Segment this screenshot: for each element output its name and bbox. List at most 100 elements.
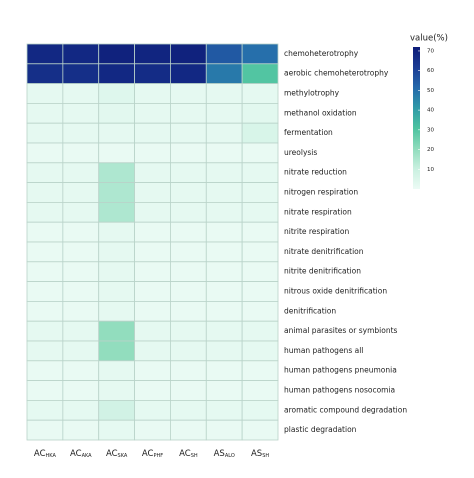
- heatmap-cell: [170, 380, 207, 401]
- heatmap-cell: [62, 182, 100, 203]
- heatmap-cell: [134, 221, 171, 243]
- heatmap-cell: [62, 122, 100, 144]
- heatmap-cell: [205, 63, 243, 84]
- colorbar-tick-label: 60: [427, 68, 434, 74]
- heatmap-cell: [134, 43, 171, 65]
- heatmap-cell: [62, 419, 100, 441]
- row-label: nitrate reduction: [284, 168, 347, 177]
- heatmap-cell: [134, 300, 171, 322]
- heatmap-cell: [26, 241, 64, 263]
- heatmap-cell: [241, 142, 279, 164]
- heatmap-cell: [26, 162, 64, 184]
- heatmap-cell: [170, 261, 207, 282]
- heatmap-cell: [98, 419, 135, 441]
- heatmap-cell: [205, 419, 243, 441]
- colorbar-tick-label: 10: [427, 167, 434, 173]
- heatmap-cell: [98, 261, 135, 282]
- heatmap-cell: [98, 221, 135, 243]
- heatmap-cell: [98, 340, 135, 362]
- colorbar-tick-label: 40: [427, 108, 434, 114]
- heatmap-cell: [98, 142, 135, 164]
- heatmap-cell: [170, 182, 207, 203]
- heatmap-cell: [170, 300, 207, 322]
- colorbar-tick-label: 50: [427, 88, 434, 94]
- heatmap-cell: [62, 281, 100, 302]
- heatmap-cell: [134, 63, 171, 84]
- heatmap-cell: [241, 281, 279, 302]
- heatmap-cell: [26, 340, 64, 362]
- heatmap-cell: [241, 83, 279, 104]
- heatmap-cell: [205, 261, 243, 282]
- row-label: aerobic chemoheterotrophy: [284, 69, 389, 78]
- heatmap-cell: [205, 281, 243, 302]
- heatmap-cell: [134, 360, 171, 381]
- heatmap-cell: [134, 103, 171, 124]
- heatmap-cell: [26, 360, 64, 381]
- heatmap-cell: [170, 320, 207, 342]
- heatmap-cell: [26, 281, 64, 302]
- heatmap-cell: [170, 281, 207, 302]
- heatmap-cell: [170, 63, 207, 84]
- heatmap-cell: [26, 182, 64, 203]
- heatmap-cell: [134, 261, 171, 282]
- heatmap-cell: [98, 63, 135, 84]
- heatmap-cell: [205, 360, 243, 381]
- row-label: methylotrophy: [284, 89, 340, 98]
- heatmap-cell: [98, 162, 135, 184]
- heatmap-cell: [241, 419, 279, 441]
- heatmap-cell: [62, 340, 100, 362]
- column-label: ACHKA: [34, 449, 57, 459]
- heatmap-cell: [241, 201, 279, 223]
- heatmap-cell: [170, 142, 207, 164]
- heatmap-cell: [62, 360, 100, 381]
- row-label: nitrite respiration: [284, 227, 349, 236]
- heatmap-cell: [62, 162, 100, 184]
- heatmap-cell: [170, 399, 207, 421]
- heatmap-cell: [26, 201, 64, 223]
- heatmap-cell: [241, 340, 279, 362]
- row-label: denitrification: [284, 306, 336, 315]
- column-label: ASALO: [214, 449, 235, 459]
- heatmap-cell: [241, 380, 279, 401]
- heatmap-cell: [26, 43, 64, 65]
- heatmap-cell: [205, 221, 243, 243]
- heatmap-cell: [134, 142, 171, 164]
- heatmap-cell: [134, 281, 171, 302]
- heatmap-cell: [134, 380, 171, 401]
- heatmap-cell: [62, 241, 100, 263]
- heatmap-cell: [241, 360, 279, 381]
- heatmap-cell: [205, 162, 243, 184]
- colorbar-title: value(%): [410, 34, 448, 44]
- heatmap-cell: [98, 380, 135, 401]
- heatmap-cell: [26, 63, 64, 84]
- heatmap-cell: [205, 83, 243, 104]
- heatmap-cell: [170, 340, 207, 362]
- row-label: plastic degradation: [284, 425, 357, 434]
- heatmap-cell: [134, 419, 171, 441]
- heatmap-cell: [205, 241, 243, 263]
- column-label: ACAKA: [70, 449, 92, 459]
- heatmap-cell: [26, 300, 64, 322]
- heatmap-cell: [134, 340, 171, 362]
- heatmap-cell: [98, 103, 135, 124]
- heatmap-cell: [205, 103, 243, 124]
- column-label: ACSKA: [106, 449, 128, 459]
- heatmap-cell: [62, 142, 100, 164]
- heatmap-cell: [241, 103, 279, 124]
- heatmap-cell: [170, 103, 207, 124]
- heatmap-cell: [241, 182, 279, 203]
- heatmap-cell: [205, 340, 243, 362]
- row-label: fermentation: [284, 128, 333, 137]
- heatmap-cell: [26, 320, 64, 342]
- heatmap-cell: [134, 201, 171, 223]
- heatmap-cell: [205, 320, 243, 342]
- heatmap-cell: [205, 142, 243, 164]
- row-label: nitrogen respiration: [284, 188, 358, 197]
- heatmap-cell: [241, 261, 279, 282]
- row-label: nitrate respiration: [284, 207, 352, 216]
- row-label: nitrate denitrification: [284, 247, 364, 256]
- heatmap-cell: [170, 241, 207, 263]
- heatmap-cell: [134, 83, 171, 104]
- heatmap-cell: [170, 419, 207, 441]
